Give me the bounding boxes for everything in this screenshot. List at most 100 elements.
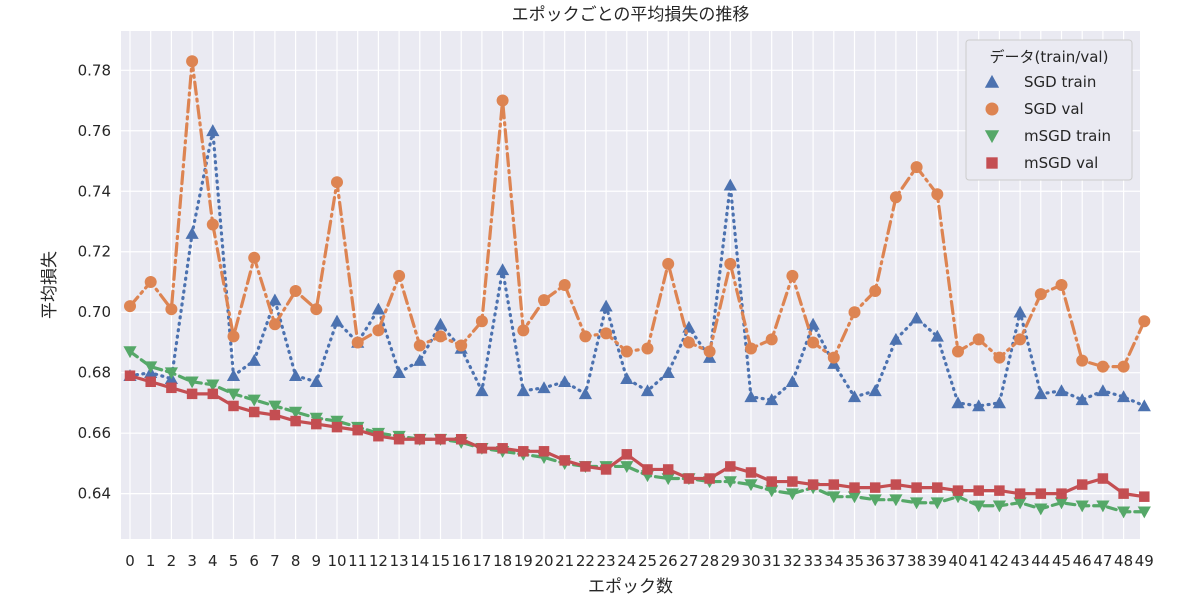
data-point <box>785 375 799 388</box>
data-point <box>744 479 758 492</box>
data-point <box>620 461 634 474</box>
data-point <box>455 433 467 445</box>
x-tick-label: 6 <box>249 552 259 570</box>
x-tick-label: 12 <box>369 552 388 570</box>
y-tick-labels: 0.64 0.66 0.68 0.70 0.72 0.74 0.76 0.78 <box>78 61 111 502</box>
data-point <box>1013 497 1027 510</box>
data-point <box>1035 488 1047 499</box>
data-point <box>413 353 427 366</box>
data-point <box>206 124 220 137</box>
data-point <box>455 339 468 352</box>
x-tick-label: 18 <box>493 552 512 570</box>
data-point <box>185 376 199 389</box>
data-point <box>371 302 385 315</box>
data-point <box>827 491 841 504</box>
x-tick-label: 48 <box>1114 552 1133 570</box>
data-point <box>600 327 613 340</box>
data-point <box>1013 305 1027 318</box>
data-point <box>558 279 571 291</box>
data-point <box>868 384 882 397</box>
data-point <box>1138 315 1151 328</box>
data-point <box>930 329 944 342</box>
data-point <box>849 482 860 493</box>
x-tick-label: 22 <box>576 552 595 570</box>
x-tick-label: 46 <box>1073 552 1092 570</box>
x-tick-label: 43 <box>1011 552 1030 570</box>
data-point <box>537 381 551 394</box>
data-point <box>144 275 157 288</box>
data-point <box>206 218 219 231</box>
legend-marker <box>984 130 1000 144</box>
data-point <box>311 418 322 430</box>
data-point <box>393 269 406 282</box>
data-point <box>1117 506 1131 519</box>
data-point <box>309 412 323 425</box>
x-tick-label: 2 <box>167 552 177 570</box>
data-point <box>496 263 510 276</box>
data-point <box>166 382 177 394</box>
data-point <box>516 384 530 397</box>
data-point <box>786 269 799 282</box>
data-point <box>476 443 488 454</box>
data-point <box>889 494 903 507</box>
data-point <box>704 473 715 484</box>
data-point <box>248 406 260 418</box>
y-tick-label: 0.74 <box>78 182 111 200</box>
data-point <box>911 482 922 493</box>
data-point <box>1117 360 1130 373</box>
data-point <box>330 415 344 428</box>
data-point <box>433 317 448 330</box>
data-point <box>309 375 323 388</box>
x-tick-label: 28 <box>700 552 719 570</box>
x-tick-label: 45 <box>1052 552 1071 570</box>
data-point <box>268 400 282 413</box>
data-point <box>1014 488 1026 499</box>
x-tick-label: 26 <box>659 552 678 570</box>
data-point <box>952 345 964 358</box>
data-point <box>1118 488 1129 499</box>
data-point <box>558 375 572 388</box>
data-point <box>330 314 344 327</box>
data-point <box>745 342 757 355</box>
data-point <box>206 379 220 392</box>
y-tick-label: 0.76 <box>78 122 111 140</box>
data-point <box>848 306 861 319</box>
data-point <box>517 324 530 337</box>
data-point <box>931 188 944 201</box>
x-tick-label: 49 <box>1135 552 1154 570</box>
data-point <box>1137 399 1151 412</box>
data-point <box>289 369 303 381</box>
data-point <box>952 485 964 496</box>
data-point <box>992 396 1006 409</box>
data-point <box>972 399 986 412</box>
data-point <box>930 497 944 510</box>
x-tick-label: 15 <box>431 552 450 570</box>
data-point <box>185 226 199 239</box>
data-point <box>787 476 798 487</box>
y-tick-label: 0.72 <box>78 243 111 261</box>
data-point <box>765 393 779 406</box>
data-point <box>1117 390 1131 403</box>
data-point <box>993 351 1006 364</box>
series-line <box>128 129 1146 408</box>
x-tick-label: 21 <box>555 552 574 570</box>
x-tick-label: 24 <box>617 552 636 570</box>
x-tick-label: 41 <box>969 552 988 570</box>
data-point <box>579 330 592 343</box>
data-point <box>1034 503 1048 516</box>
data-point <box>994 485 1005 496</box>
data-point <box>145 376 156 388</box>
legend: データ(train/val) SGD train SGD val mSGD trai… <box>965 39 1133 181</box>
data-point <box>289 406 303 419</box>
data-point <box>744 390 758 403</box>
data-point <box>269 409 281 421</box>
data-point <box>683 473 695 484</box>
data-point <box>1096 360 1109 373</box>
legend-item: mSGD train <box>984 127 1111 145</box>
data-point <box>1076 479 1088 490</box>
data-point <box>435 433 446 445</box>
data-point <box>226 388 241 401</box>
data-point <box>475 315 488 328</box>
legend-marker <box>985 102 999 116</box>
data-point <box>889 332 903 345</box>
